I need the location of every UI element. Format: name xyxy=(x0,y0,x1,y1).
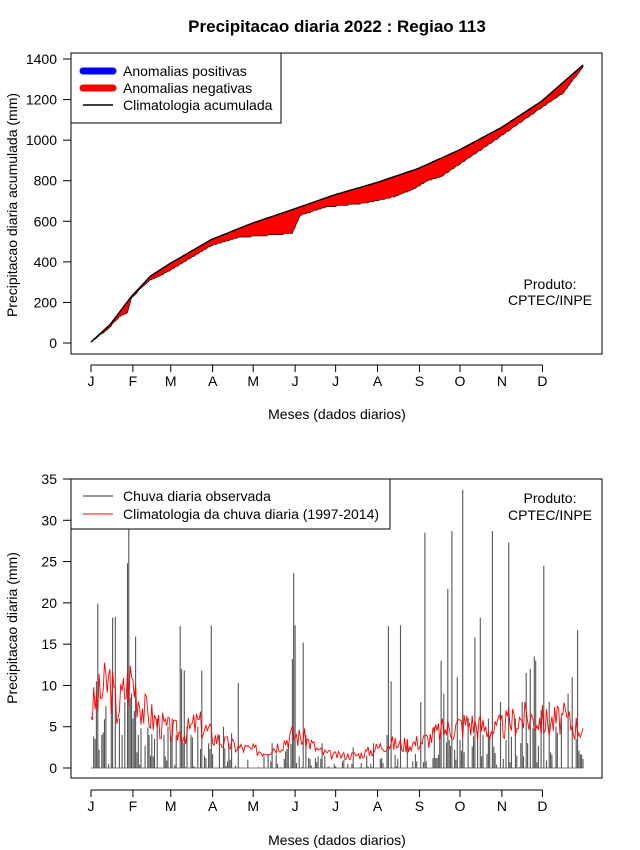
x-tick-label: F xyxy=(129,373,138,389)
y-tick-label: 1400 xyxy=(26,51,57,67)
y-tick-label: 20 xyxy=(41,595,57,611)
bottom-y-axis-label: Precipitacao diaria (mm) xyxy=(4,552,20,704)
y-tick-label: 400 xyxy=(34,254,58,270)
legend-label-climatology: Climatologia acumulada xyxy=(123,97,273,113)
x-tick-label: M xyxy=(247,798,259,814)
bottom-annotation-line2: CPTEC/INPE xyxy=(508,507,592,523)
y-tick-label: 35 xyxy=(41,471,57,487)
x-tick-label: N xyxy=(497,798,507,814)
top-y-axis-label: Precipitacao diaria acumulada (mm) xyxy=(4,93,20,317)
y-tick-label: 1000 xyxy=(26,132,57,148)
daily-climatology-line-group xyxy=(90,662,584,761)
x-tick-label: O xyxy=(455,798,466,814)
x-tick-label: A xyxy=(208,373,218,389)
y-tick-label: 600 xyxy=(34,213,58,229)
legend-label-daily-climatology: Climatologia da chuva diaria (1997-2014) xyxy=(123,506,379,522)
x-tick-label: J xyxy=(292,373,299,389)
legend-label-negative: Anomalias negativas xyxy=(123,80,252,96)
y-tick-label: 10 xyxy=(41,677,57,693)
legend-label-observed: Chuva diaria observada xyxy=(123,488,271,504)
x-tick-label: N xyxy=(497,373,507,389)
legend-label-positive: Anomalias positivas xyxy=(123,63,247,79)
x-tick-label: M xyxy=(165,798,177,814)
x-tick-label: D xyxy=(537,798,547,814)
top-x-axis-label: Meses (dados diarios) xyxy=(268,406,406,422)
daily-climatology-line xyxy=(90,662,584,761)
y-tick-label: 0 xyxy=(49,760,57,776)
x-tick-label: J xyxy=(332,798,339,814)
x-tick-label: J xyxy=(292,798,299,814)
y-tick-label: 800 xyxy=(34,173,58,189)
cumulative-chart: 0 200 400 600 800 1000 1200 1400 J F M A M J J A S O N D M… xyxy=(4,51,603,422)
x-tick-label: F xyxy=(129,798,138,814)
x-tick-label: O xyxy=(455,373,466,389)
x-tick-label: J xyxy=(332,373,339,389)
bottom-annotation-line1: Produto: xyxy=(524,490,577,506)
top-annotation-line1: Produto: xyxy=(524,276,577,292)
top-y-axis: 0 200 400 600 800 1000 1200 1400 xyxy=(26,51,71,351)
x-tick-label: J xyxy=(88,798,95,814)
x-tick-label: J xyxy=(88,373,95,389)
y-tick-label: 200 xyxy=(34,294,58,310)
top-annotation-line2: CPTEC/INPE xyxy=(508,292,592,308)
top-legend: Anomalias positivas Anomalias negativas … xyxy=(70,52,282,124)
climatology-line-group xyxy=(90,64,584,343)
top-plot-frame xyxy=(70,52,603,355)
bottom-y-axis: 0 5 10 15 20 25 30 35 xyxy=(41,471,71,776)
figure-title: Precipitacao diaria 2022 : Regiao 113 xyxy=(188,17,486,36)
bottom-legend-box xyxy=(70,478,391,530)
x-tick-label: A xyxy=(373,373,383,389)
y-tick-label: 0 xyxy=(49,335,57,351)
bottom-legend: Chuva diaria observada Climatologia da c… xyxy=(70,478,391,530)
x-tick-label: S xyxy=(415,798,424,814)
daily-chart: 0 5 10 15 20 25 30 35 J F M A M J J A S O N D Meses (dados… xyxy=(4,471,603,848)
x-tick-label: D xyxy=(537,373,547,389)
x-tick-label: S xyxy=(415,373,424,389)
x-tick-label: M xyxy=(165,373,177,389)
y-tick-label: 1200 xyxy=(26,92,57,108)
x-tick-label: A xyxy=(373,798,383,814)
bottom-x-axis-label: Meses (dados diarios) xyxy=(268,832,406,848)
x-tick-label: A xyxy=(208,798,218,814)
y-tick-label: 25 xyxy=(41,554,57,570)
y-tick-label: 5 xyxy=(49,719,57,735)
y-tick-label: 15 xyxy=(41,636,57,652)
y-tick-label: 30 xyxy=(41,512,57,528)
climatology-cumulative-line xyxy=(90,64,584,343)
x-tick-label: M xyxy=(247,373,259,389)
